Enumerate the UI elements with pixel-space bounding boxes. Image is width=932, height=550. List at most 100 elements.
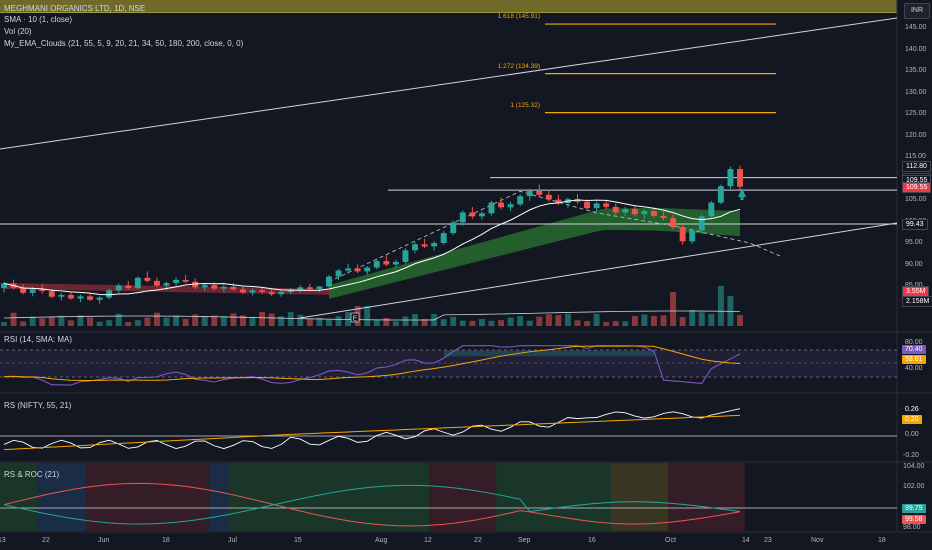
volume-bar [545,314,552,326]
candle[interactable] [469,212,476,217]
candle[interactable] [526,190,533,197]
candle[interactable] [239,289,246,293]
candle[interactable] [421,244,428,247]
candle[interactable] [106,290,113,298]
candle[interactable] [249,290,256,293]
drawing-lines[interactable] [0,17,898,319]
candle[interactable] [220,286,227,289]
indicator-legend-vol[interactable]: Vol (20) [4,27,32,36]
candle[interactable] [326,276,332,287]
candle[interactable] [115,285,122,291]
candle[interactable] [498,202,505,208]
candle[interactable] [603,203,610,207]
time-tick: 22 [42,537,50,544]
candle[interactable] [478,213,485,217]
candle[interactable] [1,283,7,289]
candle[interactable] [182,279,189,282]
candle[interactable] [517,196,524,205]
candle[interactable] [153,280,160,286]
candle[interactable] [612,206,619,213]
dashed-path[interactable] [328,190,781,283]
trend-line-lower[interactable] [299,222,898,319]
candle[interactable] [737,169,743,187]
candle[interactable] [670,218,677,228]
indicator-legend-sma[interactable]: SMA · 10 (1, close) [4,15,73,24]
candle[interactable] [698,216,705,231]
candle[interactable] [660,215,667,219]
candle[interactable] [77,296,84,299]
candle[interactable] [354,268,361,272]
candle[interactable] [163,282,170,286]
candle[interactable] [20,287,27,293]
candle[interactable] [278,292,285,295]
indicator-legend-ema-clouds[interactable]: My_EMA_Clouds (21, 55, 5, 9, 20, 21, 34,… [4,39,244,48]
candle[interactable] [96,297,103,300]
candle[interactable] [87,296,93,300]
candle[interactable] [58,295,65,297]
candle[interactable] [593,203,600,209]
volume-bar [507,317,514,326]
candle[interactable] [622,209,629,213]
time-tick: Jun [98,537,110,544]
candle[interactable] [584,201,591,209]
price-label-badge: 2.158M [902,295,932,307]
candle[interactable] [259,290,266,293]
candle[interactable] [727,169,734,187]
candle[interactable] [431,243,438,247]
candle[interactable] [29,289,36,293]
candle[interactable] [392,261,399,265]
candle[interactable] [39,289,46,292]
candle[interactable] [230,286,237,290]
roc-title[interactable]: RS & ROC (21) [4,470,60,479]
rsi-overbought-fill [443,350,654,357]
candle[interactable] [651,211,657,216]
candle[interactable] [201,285,208,288]
candle[interactable] [287,289,294,293]
candle[interactable] [412,244,418,251]
candle[interactable] [402,250,409,262]
candle[interactable] [48,291,55,297]
candle[interactable] [345,268,352,271]
candle[interactable] [383,261,390,265]
candle[interactable] [450,222,457,234]
earnings-marker[interactable] [350,312,360,323]
volume-ma [3,310,741,321]
candle[interactable] [373,261,380,268]
candle[interactable] [211,285,218,289]
candle[interactable] [689,230,696,242]
candle[interactable] [364,267,371,272]
candle[interactable] [679,227,686,242]
trend-line-upper[interactable] [0,17,898,150]
candle[interactable] [268,292,275,295]
rs-title[interactable]: RS (NIFTY, 55, 21) [4,401,72,410]
candle[interactable] [134,277,141,289]
candle[interactable] [536,190,543,195]
candle[interactable] [125,285,132,289]
candle[interactable] [440,233,447,243]
currency-label[interactable]: INR [904,3,930,19]
symbol-title[interactable]: MEGHMANI ORGANICS LTD, 1D, NSE [4,4,146,13]
candle[interactable] [306,287,313,290]
price-tick: 140.00 [905,45,927,53]
candle[interactable] [631,209,638,215]
candle[interactable] [316,286,323,290]
candle[interactable] [641,211,648,215]
candle[interactable] [459,212,466,223]
time-tick: 16 [588,537,596,544]
candle[interactable] [173,279,180,283]
candle[interactable] [297,287,304,290]
candle[interactable] [555,199,562,204]
candle[interactable] [507,204,514,208]
candle[interactable] [717,186,724,203]
roc-zone [85,463,210,531]
candle[interactable] [545,194,552,200]
candle[interactable] [144,277,151,281]
candle[interactable] [708,202,715,217]
candle[interactable] [488,202,495,214]
volume-bar [316,317,323,326]
earnings-marker-label: E [353,316,358,323]
candle[interactable] [335,270,342,277]
candle[interactable] [67,295,74,299]
rsi-title[interactable]: RSI (14, SMA: MA) [4,335,73,344]
